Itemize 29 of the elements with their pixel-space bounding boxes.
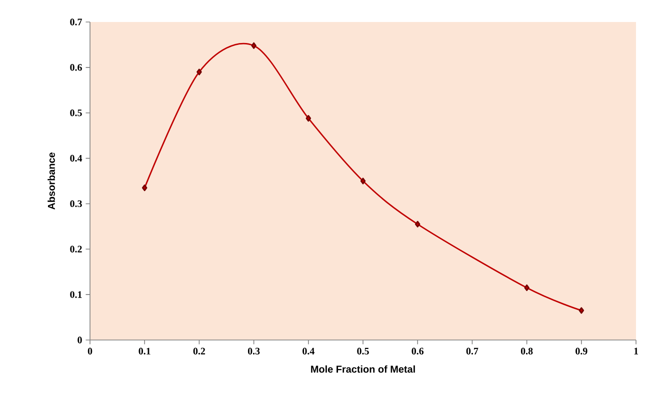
y-tick-label: 0.7 bbox=[70, 18, 82, 26]
y-tick-label: 0.4 bbox=[70, 154, 82, 162]
x-axis-title: Mole Fraction of Metal bbox=[311, 365, 415, 373]
y-tick-label: 0 bbox=[78, 336, 82, 344]
x-tick-label: 0.8 bbox=[520, 348, 533, 355]
x-tick-label: 0.6 bbox=[412, 348, 424, 355]
point bbox=[196, 68, 202, 76]
x-tick-label: 0 bbox=[88, 348, 92, 354]
x-tick-label: 0.7 bbox=[466, 348, 478, 355]
y-tick-label: 0.6 bbox=[70, 64, 82, 71]
y-tick-label: 0.3 bbox=[70, 200, 82, 208]
point bbox=[524, 284, 530, 292]
y-axis-title: Absorbance bbox=[48, 152, 55, 210]
x-tick-label: 0.1 bbox=[138, 348, 150, 355]
point bbox=[360, 178, 366, 184]
x-tick-label: 0.3 bbox=[248, 348, 260, 355]
y-tick-label: 0.2 bbox=[70, 246, 82, 253]
point bbox=[142, 184, 148, 192]
x-tick-label: 0.5 bbox=[357, 348, 369, 355]
point bbox=[306, 115, 312, 122]
x-tick-label: 0.4 bbox=[302, 348, 314, 355]
x-tick-label: 0.9 bbox=[576, 348, 588, 355]
x-tick-label: 1 bbox=[634, 348, 638, 354]
point bbox=[414, 220, 420, 228]
x-tick-label: 0.2 bbox=[193, 348, 206, 355]
y-tick-label: 0.1 bbox=[70, 291, 82, 298]
y-tick-label: 0.5 bbox=[70, 109, 82, 116]
point bbox=[251, 42, 256, 49]
point bbox=[578, 307, 584, 314]
